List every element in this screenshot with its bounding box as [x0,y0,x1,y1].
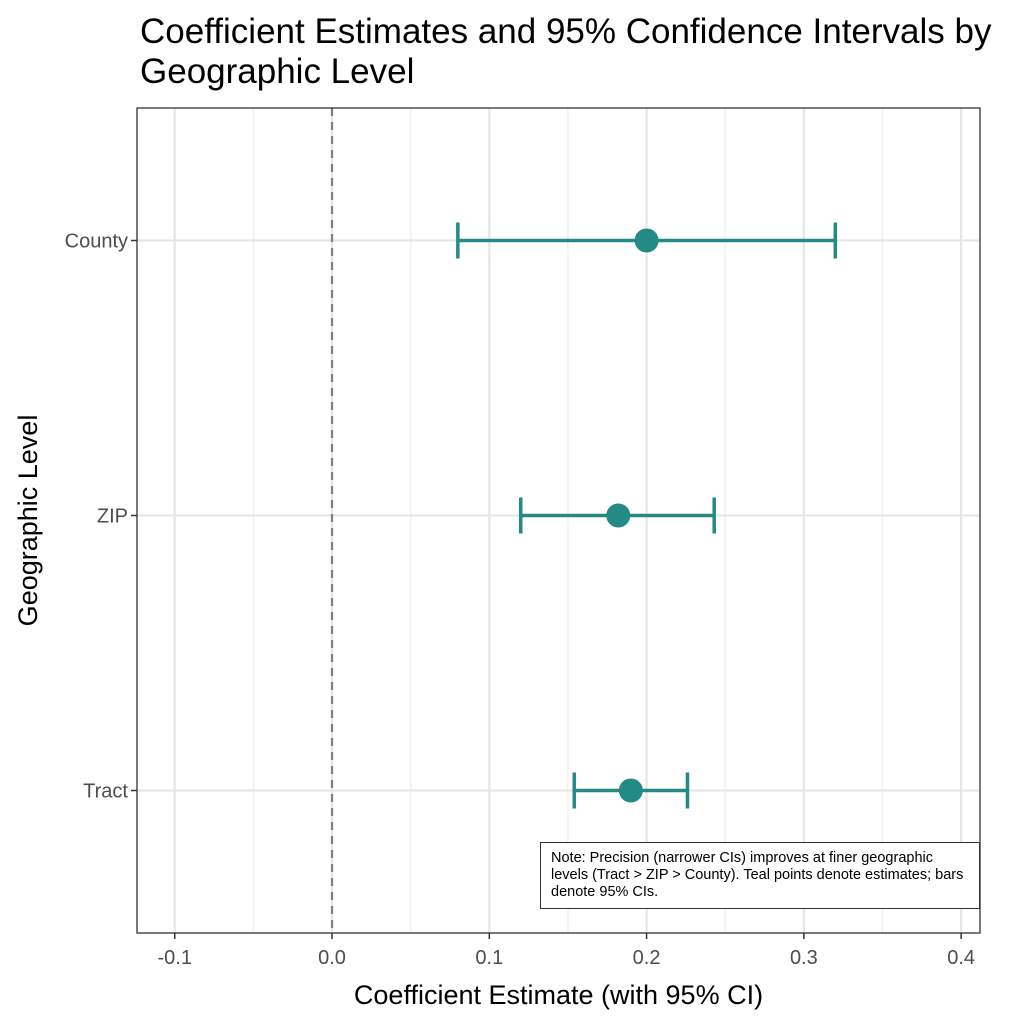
x-tick-label: 0.0 [318,947,346,969]
panel-border [136,107,981,934]
x-tick-label: 0.4 [947,947,975,969]
y-tick-label: Tract [83,781,128,803]
x-tick-label: 0.2 [633,947,661,969]
y-tick-label: ZIP [97,506,128,528]
estimate-point-zip [606,503,631,528]
chart-title: Coefficient Estimates and 95% Confidence… [140,12,992,91]
estimate-point-county [634,228,659,253]
y-tick-label: County [65,231,128,253]
x-tick-label: 0.1 [475,947,503,969]
x-tick-label: 0.3 [790,947,818,969]
estimate-point-tract [618,778,643,803]
x-axis-label: Coefficient Estimate (with 95% CI) [354,980,763,1010]
note-annotation: Note: Precision (narrower CIs) improves … [540,842,980,909]
y-axis-label: Geographic Level [13,415,43,627]
x-tick-label: -0.1 [158,947,192,969]
